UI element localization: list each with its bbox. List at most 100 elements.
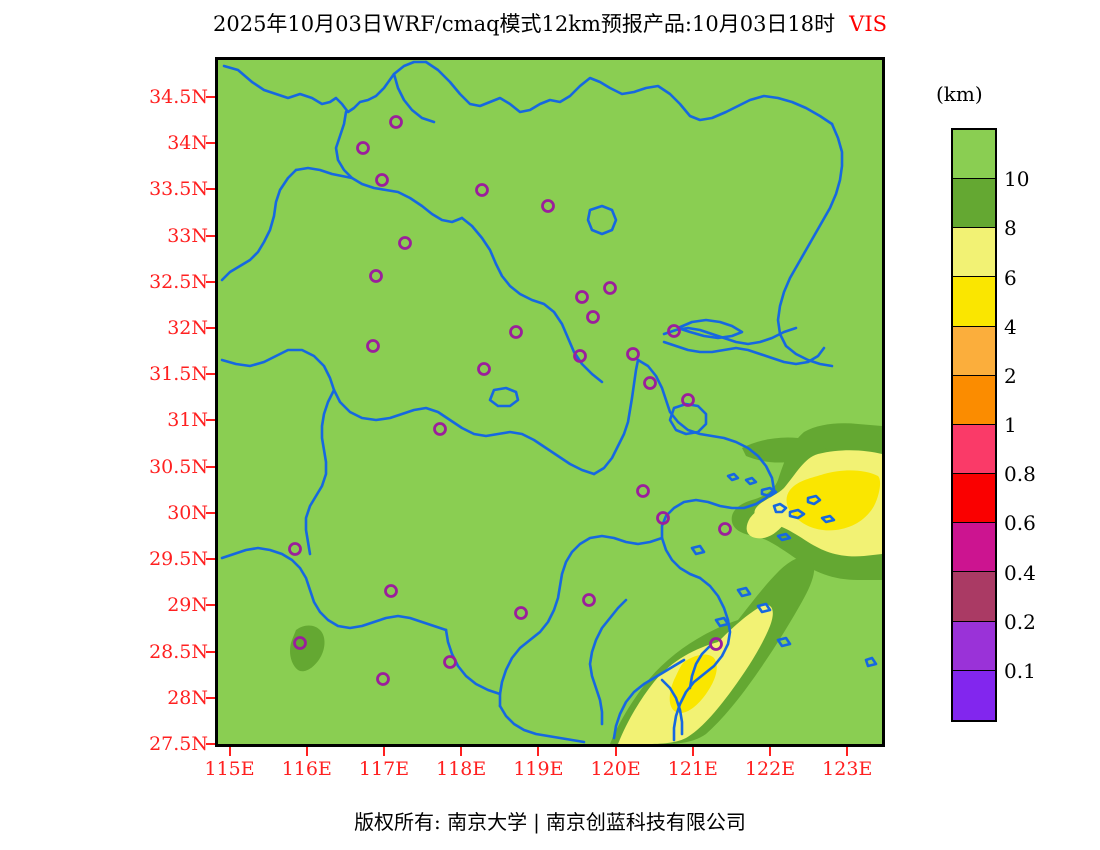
latitude-label: 30N xyxy=(167,501,208,524)
latitude-tick xyxy=(206,604,215,607)
station-marker xyxy=(575,290,589,304)
boundary-henan-anhui-west xyxy=(334,110,464,224)
island-small-2 xyxy=(726,472,740,482)
longitude-label: 115E xyxy=(204,758,255,780)
longitude-tick xyxy=(846,747,849,756)
latitude-label: 28.5N xyxy=(149,640,208,663)
river-coastal-inlet xyxy=(688,644,712,690)
island-small-4 xyxy=(776,532,792,542)
island-small-5 xyxy=(736,586,752,598)
boundary-zhejiang-southwest xyxy=(498,704,586,744)
station-marker xyxy=(389,115,403,129)
station-marker xyxy=(398,236,412,250)
latitude-label: 29N xyxy=(167,594,208,617)
latitude-tick xyxy=(206,650,215,653)
colorbar-label: 0.8 xyxy=(1004,462,1036,487)
footer-company-text: 南京创蓝科技有限公司 xyxy=(545,810,746,834)
station-marker xyxy=(626,347,640,361)
colorbar-label: 0.4 xyxy=(1004,560,1036,585)
station-marker xyxy=(514,606,528,620)
colorbar-label: 0.1 xyxy=(1004,658,1036,683)
boundary-yangtze-river xyxy=(220,348,596,476)
boundary-anhui-northwest xyxy=(294,166,354,180)
river-north-branch xyxy=(392,72,436,124)
station-marker xyxy=(433,422,447,436)
station-marker xyxy=(709,637,723,651)
latitude-label: 33N xyxy=(167,224,208,247)
colorbar-band xyxy=(953,179,995,229)
station-marker xyxy=(582,593,596,607)
station-marker xyxy=(288,542,302,556)
colorbar-band xyxy=(953,277,995,327)
river-south-branch xyxy=(660,678,684,736)
latitude-tick xyxy=(206,188,215,191)
longitude-tick xyxy=(537,747,540,756)
latitude-label: 31.5N xyxy=(149,363,208,386)
island-small-10 xyxy=(690,544,706,556)
island-zhoushan-2 xyxy=(788,508,806,520)
lake-hongze xyxy=(586,204,618,236)
vis-band-4-6-offshore-core xyxy=(786,470,881,531)
station-marker xyxy=(443,655,457,669)
boundary-shanghai-zhejiang xyxy=(636,358,776,492)
station-marker xyxy=(366,339,380,353)
latitude-tick xyxy=(206,142,215,145)
station-marker xyxy=(636,484,650,498)
river-qiantang xyxy=(588,598,628,726)
island-small-3 xyxy=(820,514,836,524)
latitude-label: 29.5N xyxy=(149,548,208,571)
colorbar[interactable] xyxy=(951,128,997,722)
boundary-anhui-jiangxi xyxy=(220,546,448,632)
longitude-label: 122E xyxy=(744,758,796,780)
latitude-tick xyxy=(206,419,215,422)
latitude-tick xyxy=(206,280,215,283)
boundary-jiangsu-coast xyxy=(776,122,844,368)
map-plot-area[interactable] xyxy=(215,57,885,747)
longitude-tick xyxy=(691,747,694,756)
station-marker xyxy=(573,349,587,363)
boundary-jiangsu-zhejiang-west xyxy=(592,358,640,476)
boundary-anhui-jiangsu xyxy=(460,216,604,384)
latitude-label: 30.5N xyxy=(149,455,208,478)
title-main-text: 2025年10月03日WRF/cmaq模式12km预报产品:10月03日18时 xyxy=(212,12,836,36)
station-marker xyxy=(667,324,681,338)
longitude-tick xyxy=(614,747,617,756)
station-marker xyxy=(475,183,489,197)
latitude-tick xyxy=(206,558,215,561)
longitude-label: 116E xyxy=(281,758,332,780)
map-canvas xyxy=(218,60,882,744)
boundary-anhui-south-interior xyxy=(304,388,336,556)
latitude-tick xyxy=(206,511,215,514)
island-zhoushan-1 xyxy=(772,502,788,514)
latitude-tick xyxy=(206,327,215,330)
station-marker xyxy=(603,281,617,295)
latitude-tick xyxy=(206,95,215,98)
latitude-label: 32N xyxy=(167,317,208,340)
footer-copyright: 版权所有: 南京大学 | 南京创蓝科技有限公司 xyxy=(0,806,1100,835)
vis-band-6-8-offshore-west-tail xyxy=(746,500,788,539)
station-marker xyxy=(586,310,600,324)
colorbar-band xyxy=(953,523,995,573)
boundary-zhejiang-coast xyxy=(672,576,732,742)
island-small-6 xyxy=(756,602,772,614)
station-marker xyxy=(718,522,732,536)
latitude-label: 34N xyxy=(167,132,208,155)
latitude-tick xyxy=(206,696,215,699)
boundary-chongming-island xyxy=(676,318,744,340)
longitude-label: 119E xyxy=(513,758,564,780)
colorbar-band xyxy=(953,621,995,671)
colorbar-unit-label: (km) xyxy=(936,82,983,106)
station-marker xyxy=(369,269,383,283)
latitude-label: 33.5N xyxy=(149,178,208,201)
longitude-label: 117E xyxy=(358,758,410,780)
longitude-tick xyxy=(769,747,772,756)
colorbar-label: 8 xyxy=(1004,216,1017,241)
title-variable-label: VIS xyxy=(849,12,888,36)
latitude-tick xyxy=(206,234,215,237)
station-marker xyxy=(541,199,555,213)
longitude-label: 123E xyxy=(822,758,873,780)
observation-stations xyxy=(288,115,732,686)
longitude-tick xyxy=(383,747,385,756)
station-marker xyxy=(681,393,695,407)
